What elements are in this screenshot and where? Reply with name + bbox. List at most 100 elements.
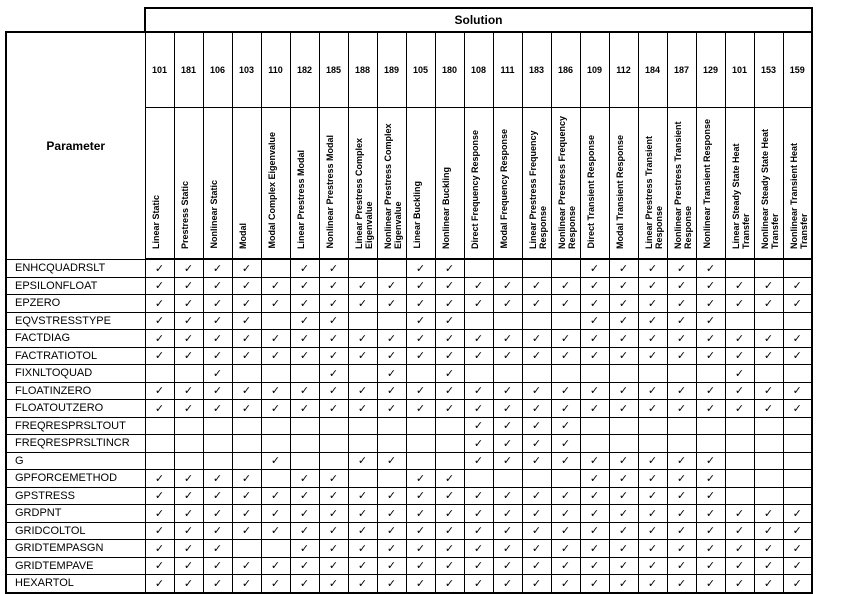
check-icon: ✓ [608, 381, 639, 400]
check-icon: ✓ [289, 311, 320, 330]
check-icon: ✓ [318, 346, 349, 365]
check-icon: ✓ [637, 486, 668, 505]
solution-name: Modal Frequency Response [498, 129, 509, 249]
check-icon: ✓ [405, 399, 436, 418]
check-icon: ✓ [724, 521, 755, 540]
check-icon: ✓ [666, 556, 697, 575]
check-icon: ✓ [608, 399, 639, 418]
check-icon: ✓ [202, 364, 233, 383]
check-icon: ✓ [434, 504, 465, 523]
solution-name: Linear Prestress Complex Eigenvalue [353, 137, 374, 249]
check-icon: ✓ [173, 539, 204, 558]
empty-cell [608, 416, 639, 435]
check-icon: ✓ [202, 539, 233, 558]
check-icon: ✓ [202, 469, 233, 488]
check-icon: ✓ [521, 504, 552, 523]
check-icon: ✓ [463, 539, 494, 558]
check-icon: ✓ [231, 486, 262, 505]
solution-number: 187 [666, 31, 697, 108]
check-icon: ✓ [637, 311, 668, 330]
check-icon: ✓ [579, 294, 610, 313]
check-icon: ✓ [405, 486, 436, 505]
check-icon: ✓ [347, 539, 378, 558]
check-icon: ✓ [637, 539, 668, 558]
check-icon: ✓ [260, 521, 291, 540]
check-icon: ✓ [550, 574, 581, 594]
empty-cell [637, 416, 668, 435]
table-row: GRDPNT ✓ ✓ ✓ ✓ ✓ ✓ ✓ ✓ ✓ ✓ ✓ ✓ ✓ ✓ ✓ ✓ ✓ ✓ ✓ ✓ ✓ ✓ ✓ [5, 504, 813, 523]
check-icon: ✓ [753, 574, 784, 594]
solution-number: 183 [521, 31, 552, 108]
solution-number: 182 [289, 31, 320, 108]
empty-cell [521, 258, 552, 278]
check-icon: ✓ [666, 346, 697, 365]
empty-cell [463, 258, 494, 278]
check-icon: ✓ [347, 486, 378, 505]
empty-cell [347, 311, 378, 330]
check-icon: ✓ [695, 346, 726, 365]
check-icon: ✓ [405, 294, 436, 313]
empty-cell [289, 451, 320, 470]
check-icon: ✓ [376, 364, 407, 383]
empty-cell [434, 434, 465, 453]
check-icon: ✓ [202, 521, 233, 540]
check-icon: ✓ [260, 556, 291, 575]
check-icon: ✓ [202, 258, 233, 278]
empty-cell [347, 469, 378, 488]
check-icon: ✓ [666, 574, 697, 594]
check-icon: ✓ [376, 346, 407, 365]
empty-cell [202, 451, 233, 470]
solution-name: Linear Static [150, 194, 161, 249]
check-icon: ✓ [463, 521, 494, 540]
solution-number: 181 [173, 31, 204, 108]
solution-number: 103 [231, 31, 262, 108]
check-icon: ✓ [144, 539, 175, 558]
check-icon: ✓ [434, 381, 465, 400]
parameter-name: GRIDTEMPASGN [5, 539, 146, 558]
check-icon: ✓ [608, 276, 639, 295]
solution-name-header: Nonlinear Transient Response [695, 107, 726, 260]
empty-cell [724, 311, 755, 330]
check-icon: ✓ [521, 451, 552, 470]
check-icon: ✓ [289, 399, 320, 418]
check-icon: ✓ [637, 451, 668, 470]
check-icon: ✓ [289, 276, 320, 295]
empty-cell [405, 364, 436, 383]
solution-name: Prestress Static [179, 180, 190, 249]
check-icon: ✓ [318, 311, 349, 330]
check-icon: ✓ [144, 504, 175, 523]
check-icon: ✓ [376, 556, 407, 575]
check-icon: ✓ [521, 434, 552, 453]
empty-cell [260, 416, 291, 435]
empty-cell [144, 451, 175, 470]
solution-name-header: Linear Static [144, 107, 175, 260]
check-icon: ✓ [318, 574, 349, 594]
empty-cell [376, 311, 407, 330]
parameter-column-header: Parameter [5, 31, 146, 260]
check-icon: ✓ [550, 294, 581, 313]
empty-cell [753, 311, 784, 330]
check-icon: ✓ [144, 521, 175, 540]
check-icon: ✓ [463, 346, 494, 365]
solution-number: 101 [724, 31, 755, 108]
check-icon: ✓ [695, 329, 726, 348]
empty-cell [637, 434, 668, 453]
check-icon: ✓ [608, 451, 639, 470]
check-icon: ✓ [579, 486, 610, 505]
check-icon: ✓ [753, 504, 784, 523]
empty-cell [579, 364, 610, 383]
empty-cell [289, 434, 320, 453]
check-icon: ✓ [492, 434, 523, 453]
check-icon: ✓ [463, 329, 494, 348]
check-icon: ✓ [144, 294, 175, 313]
check-icon: ✓ [724, 381, 755, 400]
empty-cell [521, 469, 552, 488]
empty-cell [405, 416, 436, 435]
parameter-name: FIXNLTOQUAD [5, 364, 146, 383]
parameter-name: FREQRESPRSLTOUT [5, 416, 146, 435]
table-row: GPFORCEMETHOD ✓ ✓ ✓ ✓ ✓ ✓ ✓ ✓ ✓ ✓ ✓ ✓ ✓ [5, 469, 813, 488]
solution-name: Direct Frequency Response [469, 129, 480, 249]
check-icon: ✓ [144, 486, 175, 505]
table-row: EQVSTRESSTYPE ✓ ✓ ✓ ✓ ✓ ✓ ✓ ✓ ✓ ✓ ✓ ✓ ✓ [5, 311, 813, 330]
check-icon: ✓ [289, 521, 320, 540]
